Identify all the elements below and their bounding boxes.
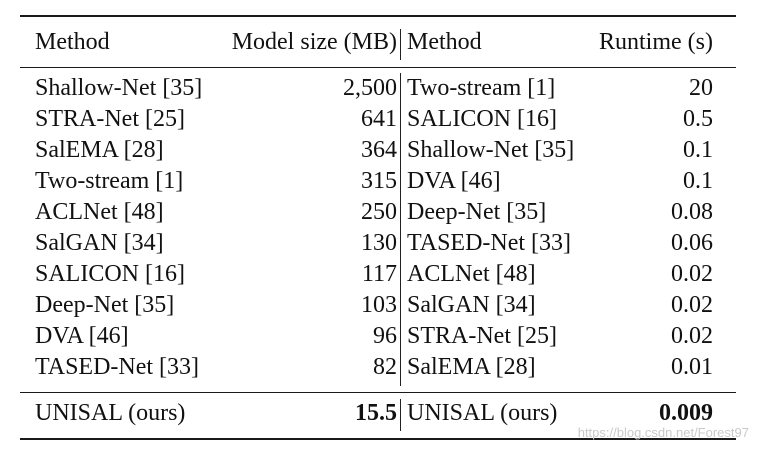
- runtime-cell: 20: [689, 75, 713, 101]
- method-size-cell: TASED-Net [33]: [35, 354, 200, 380]
- bottom-rule: [20, 438, 736, 440]
- column-divider-final: [400, 399, 401, 431]
- method-size-cell: SalGAN [34]: [35, 230, 164, 256]
- size-cell: 103: [361, 292, 397, 318]
- runtime-cell: 0.02: [671, 261, 713, 287]
- method-runtime-cell: Two-stream [1]: [407, 75, 556, 101]
- method-runtime-cell: Shallow-Net [35]: [407, 137, 575, 163]
- method-size-cell: Deep-Net [35]: [35, 292, 175, 318]
- runtime-cell: 0.08: [671, 199, 713, 225]
- final-method-runtime: UNISAL (ours): [407, 400, 558, 426]
- runtime-cell: 0.5: [683, 106, 713, 132]
- summary-rule: [20, 392, 736, 394]
- header-rule: [20, 67, 736, 69]
- final-size: 15.5: [355, 400, 397, 426]
- header-method-right: Method: [407, 29, 482, 55]
- header-method-left: Method: [35, 29, 110, 55]
- final-runtime: 0.009: [659, 400, 713, 426]
- method-size-cell: SALICON [16]: [35, 261, 185, 287]
- size-cell: 641: [361, 106, 397, 132]
- runtime-cell: 0.06: [671, 230, 713, 256]
- method-size-cell: Shallow-Net [35]: [35, 75, 203, 101]
- method-runtime-cell: SalEMA [28]: [407, 354, 536, 380]
- method-size-cell: STRA-Net [25]: [35, 106, 185, 132]
- size-cell: 2,500: [343, 75, 397, 101]
- size-cell: 250: [361, 199, 397, 225]
- runtime-cell: 0.1: [683, 137, 713, 163]
- top-rule: [20, 15, 736, 17]
- method-runtime-cell: ACLNet [48]: [407, 261, 536, 287]
- header-model-size: Model size (MB): [231, 29, 397, 55]
- method-runtime-cell: SALICON [16]: [407, 106, 557, 132]
- watermark: https://blog.csdn.net/Forest97: [577, 425, 749, 440]
- runtime-cell: 0.01: [671, 354, 713, 380]
- method-runtime-cell: Deep-Net [35]: [407, 199, 547, 225]
- method-size-cell: Two-stream [1]: [35, 168, 184, 194]
- runtime-cell: 0.1: [683, 168, 713, 194]
- size-cell: 315: [361, 168, 397, 194]
- method-size-cell: SalEMA [28]: [35, 137, 164, 163]
- column-divider-body: [400, 73, 401, 386]
- runtime-cell: 0.02: [671, 323, 713, 349]
- method-size-cell: ACLNet [48]: [35, 199, 164, 225]
- size-cell: 117: [361, 261, 397, 287]
- method-runtime-cell: STRA-Net [25]: [407, 323, 557, 349]
- runtime-cell: 0.02: [671, 292, 713, 318]
- method-runtime-cell: SalGAN [34]: [407, 292, 536, 318]
- method-runtime-cell: DVA [46]: [407, 168, 501, 194]
- column-divider-header: [400, 29, 401, 60]
- header-runtime: Runtime (s): [599, 29, 713, 55]
- size-cell: 130: [361, 230, 397, 256]
- method-runtime-cell: TASED-Net [33]: [407, 230, 572, 256]
- size-cell: 82: [373, 354, 397, 380]
- size-cell: 364: [361, 137, 397, 163]
- method-size-cell: DVA [46]: [35, 323, 129, 349]
- size-cell: 96: [373, 323, 397, 349]
- final-method-size: UNISAL (ours): [35, 400, 186, 426]
